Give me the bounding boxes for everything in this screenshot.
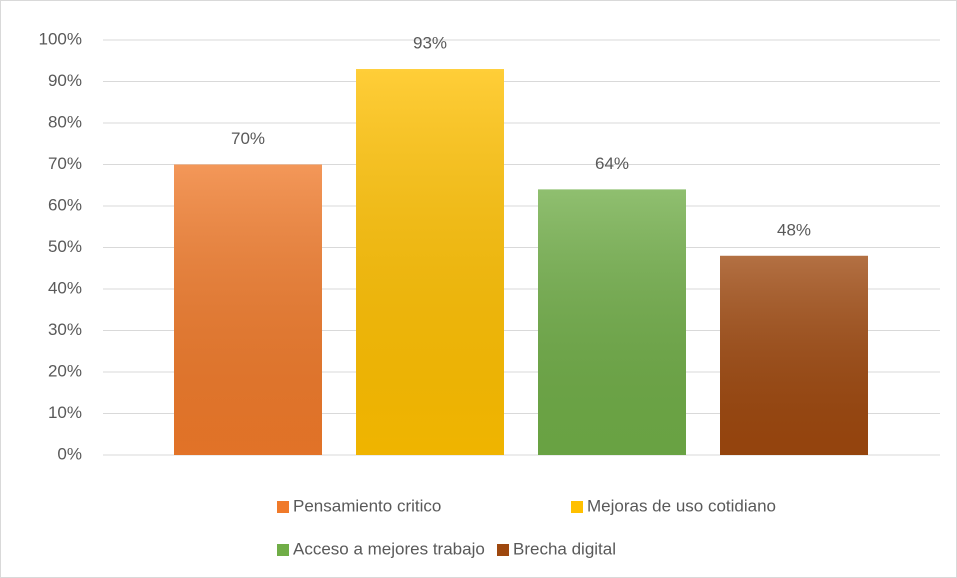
data-label: 48% <box>777 220 811 239</box>
y-tick-label: 100% <box>39 29 82 48</box>
y-tick-label: 10% <box>48 403 82 422</box>
legend-label: Mejoras de uso cotidiano <box>587 496 776 515</box>
y-tick-label: 30% <box>48 320 82 339</box>
legend-swatch <box>571 501 583 513</box>
legend-swatch <box>277 501 289 513</box>
y-tick-label: 70% <box>48 154 82 173</box>
legend-label: Pensamiento critico <box>293 496 441 515</box>
y-tick-label: 90% <box>48 71 82 90</box>
y-tick-label: 50% <box>48 237 82 256</box>
legend-label: Brecha digital <box>513 539 616 558</box>
data-label: 64% <box>595 154 629 173</box>
legend-swatch <box>277 544 289 556</box>
y-tick-label: 80% <box>48 112 82 131</box>
data-label: 93% <box>413 34 447 53</box>
y-tick-label: 40% <box>48 278 82 297</box>
legend-swatch <box>497 544 509 556</box>
y-tick-label: 20% <box>48 361 82 380</box>
bar-shade <box>538 189 686 455</box>
legend-label: Acceso a mejores trabajo <box>293 539 485 558</box>
bar-shade <box>174 164 322 455</box>
bar-shade <box>356 69 504 456</box>
bar-shade <box>720 255 868 455</box>
y-tick-label: 60% <box>48 195 82 214</box>
y-tick-label: 0% <box>57 444 82 463</box>
data-label: 70% <box>231 129 265 148</box>
